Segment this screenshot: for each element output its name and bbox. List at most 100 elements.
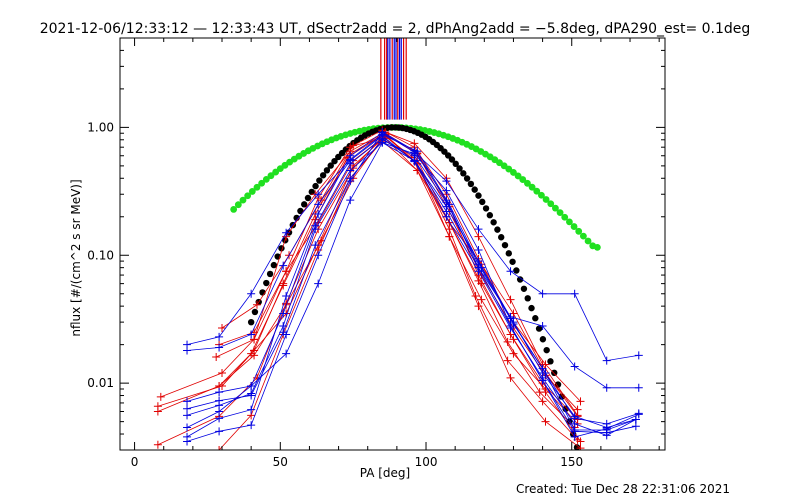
data-point [346,151,355,160]
y-tick-label: 0.01 [87,376,114,390]
green-fit-point [524,179,531,187]
black-fit-point [456,165,463,172]
green-fit-point [267,172,275,180]
series-line-3 [157,136,575,428]
data-point [215,388,224,397]
plot-frame [119,37,666,451]
green-fit-point [552,204,559,212]
black-fit-point [452,160,459,168]
black-fit-point [460,170,467,177]
data-point [474,225,483,234]
data-point [538,289,547,298]
data-point [576,444,585,450]
data-point [282,292,291,301]
data-point [215,407,224,416]
black-fit-point [251,308,259,316]
green-fit-point [593,243,601,251]
data-point [576,437,585,446]
green-fit-point [556,209,564,217]
data-point [282,349,291,358]
data-point [314,251,323,260]
black-fit-point [331,157,338,165]
data-point [314,190,323,199]
series-line-6 [218,135,578,425]
data-point [506,321,515,330]
black-fit-point [448,156,456,163]
data-point [349,141,358,150]
data-point [378,134,387,143]
data-point [573,405,582,414]
black-fit-point [535,325,543,332]
black-fit-point [543,346,550,354]
data-point [570,362,579,371]
y-axis-label: nflux [#/(cm^2 s sr MeV)] [69,179,83,336]
green-fit-point [510,169,517,176]
green-fit-point [230,206,238,213]
green-fit-point [575,227,583,235]
data-point [247,389,256,398]
data-point [346,177,355,186]
y-tick-label: 1.00 [87,120,114,134]
green-fit-point [272,168,280,176]
black-fit-point [528,304,535,312]
data-point [477,279,486,288]
data-point [346,159,355,168]
data-point [215,414,224,423]
black-fit-point [520,285,528,292]
data-point [247,421,256,430]
data-point [247,330,256,339]
data-point [477,295,486,304]
black-fit-point [270,261,278,269]
black-fit-point [505,250,512,257]
data-point [212,353,221,362]
data-point [250,335,259,344]
data-point [215,446,224,450]
data-point [576,397,585,406]
data-point [445,232,454,241]
data-point [506,295,515,304]
data-point [442,196,451,205]
data-point [311,221,320,230]
data-point [153,440,162,449]
data-point [346,196,355,205]
data-point [506,267,515,276]
data-point [602,383,611,392]
green-fit-point [258,179,266,187]
black-fit-point [547,358,554,365]
data-point [474,263,483,272]
chart-title: 2021-12-06/12:33:12 — 12:33:43 UT, dSect… [40,21,751,37]
black-fit-point [482,205,490,212]
data-point [442,177,451,186]
series-15 [183,128,643,446]
data-series [153,126,643,450]
data-point [602,424,611,433]
data-point [541,417,550,426]
data-point [311,241,320,250]
data-point [410,156,419,165]
data-point [541,388,550,397]
data-point [252,300,261,309]
data-point [506,373,515,382]
data-point [279,321,288,330]
series-17 [183,134,643,441]
data-point [314,210,323,219]
black-fit-point [463,175,471,182]
black-fit-point [316,177,323,184]
black-fit-point [551,369,558,377]
x-axis-label: PA [deg] [360,466,410,480]
black-fit-point [486,212,494,219]
data-point [474,302,483,311]
black-fit-point [467,180,475,188]
data-point [247,289,256,298]
data-point [509,335,518,344]
data-point [602,356,611,365]
green-fit-point [566,218,573,226]
black-fit-point [513,267,520,274]
black-fit-point [300,201,308,208]
data-point [442,186,451,195]
fit-curves [230,123,601,450]
data-point [183,423,192,432]
series-line-11 [186,135,637,436]
green-fit-point [579,232,587,240]
